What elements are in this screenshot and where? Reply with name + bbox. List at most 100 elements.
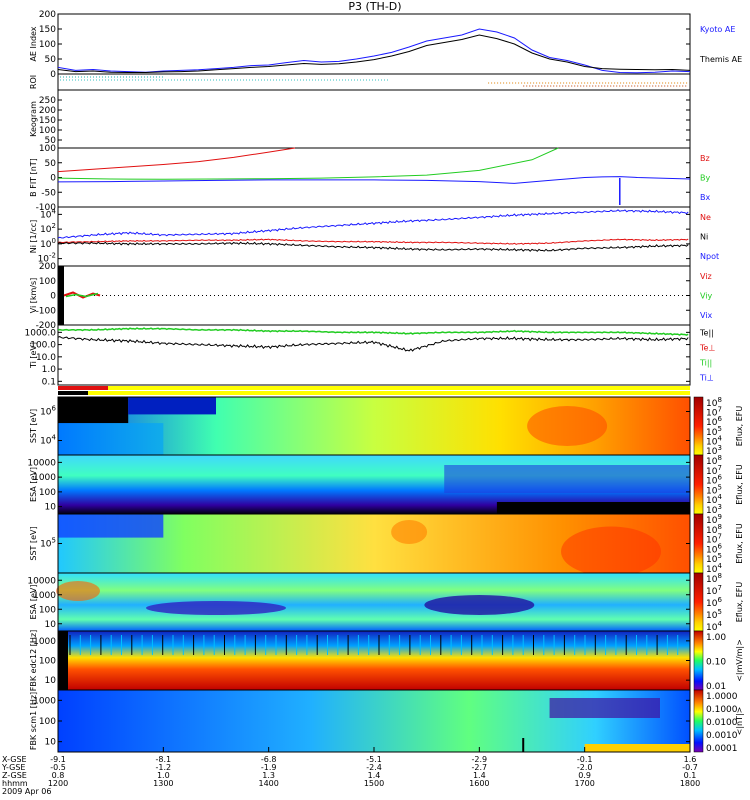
- ytick-label-keogram: 50: [45, 136, 57, 146]
- ytick-label-ti: 0.1: [42, 377, 56, 387]
- ytick-label-esa1: 10000: [27, 458, 56, 468]
- legend-bfit: Bx: [700, 193, 710, 202]
- ytick-label-fbk1: 10: [45, 676, 57, 686]
- x-tick-ygse: -0.7: [682, 763, 698, 772]
- series-line-ni: [57, 241, 689, 252]
- colorbar-tick-sst1: 108: [706, 396, 722, 409]
- ylabel-keogram: Keogram: [29, 101, 38, 137]
- ylabel-fbk1: FBK edc12 [Hz]: [29, 630, 38, 691]
- panel-frame-ti: [57, 324, 691, 386]
- sst1-low: [58, 423, 164, 455]
- ylabel-fbk2: FBK scm1 [Hz]: [29, 692, 38, 750]
- colorbar-tick-esa1: 103: [706, 503, 722, 516]
- colorbar-label-fbk1: <|mV/m|>: [735, 639, 744, 682]
- fbk2-yellow: [584, 744, 690, 752]
- mode-bar-2: [58, 391, 690, 395]
- ylabel-ti: Ti [eV]: [29, 342, 38, 369]
- series-line-te-line: [57, 336, 689, 352]
- ytick-label-esa2: 10: [45, 620, 57, 630]
- colorbar-tick-sst1: 105: [706, 425, 722, 438]
- ytick-label-fbk2: 100: [39, 717, 56, 727]
- series-line-themis-ae: [57, 34, 691, 73]
- colorbar-tick-sst2: 105: [706, 552, 722, 565]
- colorbar-esa2: [693, 572, 704, 632]
- colorbar-tick-sst2: 107: [706, 533, 722, 546]
- colorbar-tick-esa2: 107: [706, 584, 722, 597]
- ytick-label-esa2: 1000: [33, 591, 56, 601]
- ylabel-ae: AE Index: [29, 26, 38, 61]
- ytick-label-bfit: 50: [45, 159, 57, 169]
- x-tick-xgse: -0.1: [577, 755, 593, 764]
- ytick-label-esa2: 10000: [27, 576, 56, 586]
- fbk2-dark: [549, 698, 660, 718]
- colorbar-label-esa2: Eflux, EFU: [735, 582, 744, 623]
- colorbar-tick-esa2: 104: [706, 620, 722, 633]
- ylabel-sst1: SST [eV]: [29, 409, 38, 443]
- legend-ni: Ni: [700, 233, 708, 242]
- x-tick-time: 1400: [258, 779, 278, 788]
- ytick-label-ae: 150: [39, 25, 56, 35]
- ytick-label-vi: -100: [36, 306, 57, 316]
- colorbar-sst2: [693, 513, 704, 574]
- x-tick-time: 1600: [469, 779, 489, 788]
- colorbar-esa1: [693, 454, 704, 515]
- colorbar-label-sst2: Eflux, EFU: [735, 523, 744, 564]
- colorbar-tick-fbk2: 0.0100: [706, 718, 738, 728]
- legend-ni: Ne: [700, 213, 711, 222]
- panel-frame-ni: [57, 206, 691, 267]
- ytick-label-esa1: 10: [45, 503, 57, 513]
- colorbar-tick-esa1: 105: [706, 483, 722, 496]
- sst2-spot: [391, 520, 428, 544]
- ytick-label-vi: -200: [36, 321, 57, 331]
- vi-data-gap: [58, 266, 64, 325]
- colorbar-tick-esa2: 108: [706, 572, 722, 585]
- colorbar-tick-fbk1: 1.00: [706, 633, 726, 643]
- ytick-label-keogram: 100: [39, 126, 56, 136]
- ytick-label-ni: 10-2: [38, 252, 56, 265]
- ytick-label-ni: 104: [40, 207, 56, 220]
- ytick-label-fbk2: 10: [45, 738, 57, 748]
- colorbar-label-sst1: Eflux, EFU: [735, 406, 744, 447]
- ytick-label-sst1: 104: [40, 434, 56, 447]
- panel-frame-ae: [57, 13, 691, 75]
- x-tick-zgse: 1.4: [368, 771, 381, 780]
- legend-bfit: Bz: [700, 154, 710, 163]
- ytick-label-ae: 200: [39, 10, 56, 20]
- x-tick-time: 1300: [153, 779, 173, 788]
- ytick-label-fbk1: 1000: [33, 637, 56, 647]
- ylabel-sst2: SST [eV]: [29, 526, 38, 560]
- colorbar-tick-fbk1: 0.10: [706, 658, 726, 668]
- x-tick-zgse: 1.4: [473, 771, 486, 780]
- x-tick-ygse: -2.7: [472, 763, 488, 772]
- x-tick-time: 1700: [574, 779, 594, 788]
- x-tick-ygse: -0.5: [50, 763, 66, 772]
- x-row-label: X-GSE: [2, 755, 27, 764]
- legend-ti: Ti⊥: [699, 374, 714, 383]
- colorbar-tick-sst1: 107: [706, 406, 722, 419]
- mode-bar-fast: [58, 386, 108, 390]
- ytick-label-ti: 1.0: [42, 365, 57, 375]
- colorbar-sst1: [693, 396, 704, 456]
- x-tick-zgse: 0.8: [52, 771, 65, 780]
- x-tick-zgse: 0.1: [684, 771, 697, 780]
- colorbar-label-fbk2: <|nT|>: [735, 707, 744, 736]
- ytick-label-ni: 102: [40, 222, 56, 235]
- ytick-label-sst2: 105: [40, 537, 56, 550]
- esa2-band-1: [146, 601, 286, 615]
- ytick-label-vi: 100: [39, 277, 56, 287]
- ytick-label-keogram: 250: [39, 96, 56, 106]
- colorbar-tick-fbk2: 1.0000: [706, 692, 738, 702]
- colorbar-tick-sst2: 106: [706, 542, 722, 555]
- colorbar-tick-sst1: 106: [706, 415, 722, 428]
- ylabel-esa2: ESA [eV]: [29, 585, 38, 620]
- sst2-peak: [561, 526, 661, 577]
- x-tick-xgse: -2.9: [472, 755, 488, 764]
- spectrogram-esa2: [58, 573, 690, 631]
- x-tick-time: 1800: [680, 779, 700, 788]
- colorbar-fbk2: [693, 689, 704, 753]
- ytick-label-ti: 100.0: [30, 341, 56, 351]
- colorbar-tick-fbk1: 0.01: [706, 682, 726, 692]
- x-tick-zgse: 1.3: [262, 771, 275, 780]
- legend-ti: Te||: [699, 329, 714, 338]
